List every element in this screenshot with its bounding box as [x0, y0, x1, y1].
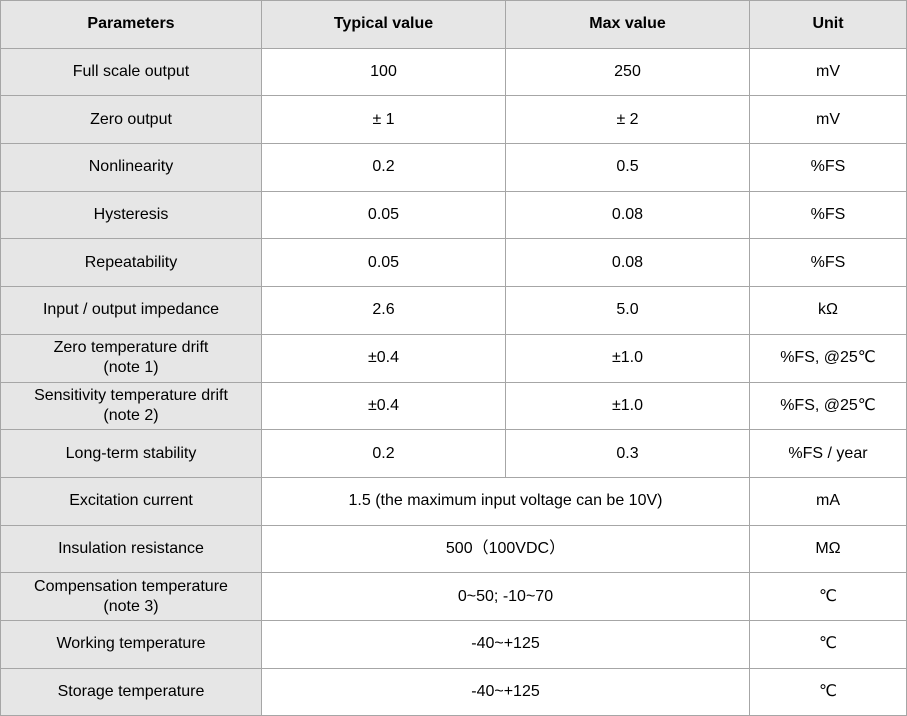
parameter-cell: Sensitivity temperature drift (note 2)	[0, 381, 262, 431]
table-body: Full scale output 100 250 mV Zero output…	[0, 47, 907, 716]
parameter-cell: Zero temperature drift (note 1)	[0, 333, 262, 383]
parameter-cell: Full scale output	[0, 47, 262, 97]
unit-cell: %FS	[749, 190, 907, 240]
table-row: Working temperature -40~+125 ℃	[0, 619, 907, 669]
parameter-cell: Insulation resistance	[0, 524, 262, 574]
parameter-cell: Hysteresis	[0, 190, 262, 240]
unit-cell: ℃	[749, 572, 907, 621]
unit-cell: mA	[749, 476, 907, 526]
typical-cell: 0.05	[261, 190, 506, 240]
unit-cell: %FS, @25℃	[749, 381, 907, 431]
unit-cell: mV	[749, 47, 907, 97]
header-parameters: Parameters	[0, 0, 262, 49]
table-row: Sensitivity temperature drift (note 2) ±…	[0, 381, 907, 431]
table-row: Storage temperature -40~+125 ℃	[0, 667, 907, 716]
typical-cell: ± 1	[261, 95, 506, 145]
unit-cell: %FS	[749, 143, 907, 192]
parameter-note: (note 2)	[103, 406, 159, 424]
header-typical-value: Typical value	[261, 0, 506, 49]
parameter-cell: Excitation current	[0, 476, 262, 526]
unit-cell: mV	[749, 95, 907, 145]
table-row: Compensation temperature (note 3) 0~50; …	[0, 572, 907, 621]
max-cell: 0.08	[505, 238, 750, 288]
unit-cell: %FS / year	[749, 429, 907, 478]
table-row: Excitation current 1.5 (the maximum inpu…	[0, 476, 907, 526]
typical-cell: 0.2	[261, 143, 506, 192]
header-unit: Unit	[749, 0, 907, 49]
parameter-note: (note 1)	[103, 359, 159, 377]
unit-cell: ℃	[749, 619, 907, 669]
max-cell: 5.0	[505, 286, 750, 335]
merged-value-cell: -40~+125	[261, 619, 750, 669]
typical-cell: 2.6	[261, 286, 506, 335]
table-row: Zero output ± 1 ± 2 mV	[0, 95, 907, 145]
unit-cell: %FS, @25℃	[749, 333, 907, 383]
max-cell: 0.3	[505, 429, 750, 478]
table-header: Parameters Typical value Max value Unit	[0, 0, 907, 49]
unit-cell: %FS	[749, 238, 907, 288]
table-row: Repeatability 0.05 0.08 %FS	[0, 238, 907, 288]
max-cell: ±1.0	[505, 381, 750, 431]
parameter-cell: Storage temperature	[0, 667, 262, 716]
parameter-cell: Nonlinearity	[0, 143, 262, 192]
typical-cell: ±0.4	[261, 333, 506, 383]
typical-cell: 0.05	[261, 238, 506, 288]
table-row: Nonlinearity 0.2 0.5 %FS	[0, 143, 907, 192]
max-cell: 250	[505, 47, 750, 97]
typical-cell: 0.2	[261, 429, 506, 478]
table-row: Input / output impedance 2.6 5.0 kΩ	[0, 286, 907, 335]
parameter-cell: Working temperature	[0, 619, 262, 669]
max-cell: ±1.0	[505, 333, 750, 383]
typical-cell: 100	[261, 47, 506, 97]
parameter-line: Zero temperature drift	[53, 339, 209, 357]
table-row: Zero temperature drift (note 1) ±0.4 ±1.…	[0, 333, 907, 383]
unit-cell: MΩ	[749, 524, 907, 574]
table-row: Full scale output 100 250 mV	[0, 47, 907, 97]
unit-cell: kΩ	[749, 286, 907, 335]
parameter-cell: Compensation temperature (note 3)	[0, 572, 262, 621]
parameter-note: (note 3)	[103, 597, 159, 615]
max-cell: 0.08	[505, 190, 750, 240]
typical-cell: ±0.4	[261, 381, 506, 431]
parameter-cell: Input / output impedance	[0, 286, 262, 335]
merged-value-cell: 1.5 (the maximum input voltage can be 10…	[261, 476, 750, 526]
merged-value-cell: 500（100VDC）	[261, 524, 750, 574]
parameter-line: Compensation temperature	[34, 577, 228, 595]
parameter-line: Sensitivity temperature drift	[34, 386, 228, 404]
header-max-value: Max value	[505, 0, 750, 49]
max-cell: ± 2	[505, 95, 750, 145]
parameter-cell: Zero output	[0, 95, 262, 145]
parameter-cell: Long-term stability	[0, 429, 262, 478]
merged-value-cell: -40~+125	[261, 667, 750, 716]
table-row: Insulation resistance 500（100VDC） MΩ	[0, 524, 907, 574]
max-cell: 0.5	[505, 143, 750, 192]
table-row: Long-term stability 0.2 0.3 %FS / year	[0, 429, 907, 478]
merged-value-cell: 0~50; -10~70	[261, 572, 750, 621]
parameter-cell: Repeatability	[0, 238, 262, 288]
table-row: Hysteresis 0.05 0.08 %FS	[0, 190, 907, 240]
header-row: Parameters Typical value Max value Unit	[0, 0, 907, 49]
unit-cell: ℃	[749, 667, 907, 716]
